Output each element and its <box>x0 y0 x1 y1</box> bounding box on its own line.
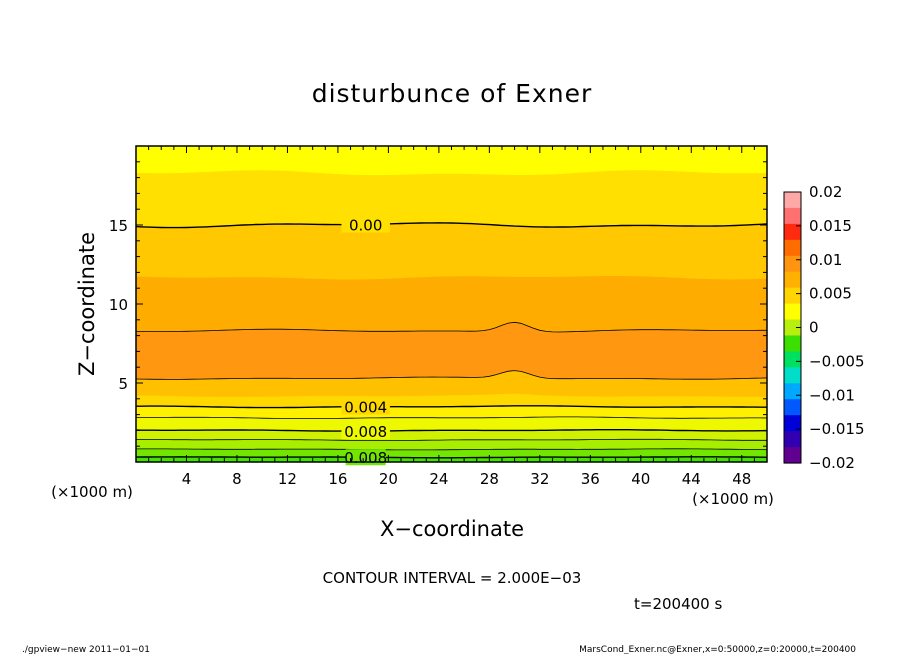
colorbar-swatch <box>784 367 801 384</box>
contour-band-4 <box>136 416 767 432</box>
contour-line-4 <box>136 416 767 419</box>
contour-line-0 <box>136 456 767 459</box>
x-tick-label: 32 <box>530 470 549 488</box>
contour-label: 0.004 <box>344 399 387 417</box>
colorbar-tick-label: 0.005 <box>809 285 852 303</box>
contour-lines <box>136 222 767 459</box>
x-unit-label: (×1000 m) <box>692 490 774 508</box>
y-axis: 5 10 15 <box>109 161 767 447</box>
x-tick-label: 44 <box>682 470 701 488</box>
colorbar-swatch <box>784 192 801 209</box>
colorbar-swatch <box>784 431 801 448</box>
contour-fill-bands <box>136 146 767 462</box>
colorbar: 0.02 0.015 0.01 0.005 0 −0.005 −0.01 −0.015 −0.0… <box>783 183 865 472</box>
contour-label-bg <box>341 423 390 440</box>
y-axis-label: Z−coordinate <box>75 232 99 376</box>
x-tick-label: 16 <box>328 470 347 488</box>
contour-band-11 <box>136 169 767 228</box>
y-tick-label: 15 <box>109 217 128 235</box>
colorbar-swatch <box>784 415 801 432</box>
colorbar-swatch <box>784 255 801 273</box>
colorbar-swatch <box>784 399 801 416</box>
x-tick-label: 48 <box>732 470 751 488</box>
colorbar-swatch <box>784 287 801 305</box>
x-tick-label: 28 <box>480 470 499 488</box>
contour-band-2 <box>136 439 767 451</box>
x-tick-label: 8 <box>232 470 242 488</box>
footer-left: ./gpview−new 2011−01−01 <box>22 645 150 654</box>
colorbar-swatch <box>784 303 801 321</box>
contour-label-bg <box>341 216 390 233</box>
colorbar-tick-label: −0.005 <box>809 352 865 370</box>
x-axis-label: X−coordinate <box>380 517 524 541</box>
chart-title: disturbunce of Exner <box>312 79 593 108</box>
time-label: t=200400 s <box>634 595 722 613</box>
colorbar-tick-label: 0.015 <box>809 217 852 235</box>
x-tick-label: 40 <box>631 470 650 488</box>
colorbar-swatch <box>784 207 801 225</box>
contour-band-3 <box>136 429 767 441</box>
colorbar-tick-label: 0.02 <box>809 183 842 201</box>
contour-interval-label: CONTOUR INTERVAL = 2.000E−03 <box>323 569 582 587</box>
colorbar-swatch <box>784 335 801 353</box>
contour-line-6 <box>136 370 767 380</box>
contour-band-9 <box>136 275 767 333</box>
colorbar-swatch <box>784 319 801 337</box>
colorbar-tick-label: −0.01 <box>809 386 855 404</box>
y-unit-label: (×1000 m) <box>51 483 133 501</box>
x-tick-label: 20 <box>379 470 398 488</box>
colorbar-tick-label: −0.02 <box>809 454 855 472</box>
contour-label-bg <box>341 398 390 415</box>
x-axis: 4 8 12 16 20 24 28 32 36 40 44 48 <box>148 146 755 488</box>
colorbar-swatch <box>784 239 801 257</box>
colorbar-swatch <box>784 223 801 241</box>
colorbar-swatch <box>784 351 801 368</box>
colorbar-swatch <box>784 271 801 289</box>
contour-line-2 <box>136 438 767 441</box>
x-tick-label: 12 <box>278 470 297 488</box>
contour-band-12 <box>136 146 767 176</box>
contour-line-8 <box>136 222 767 229</box>
y-tick-label: 10 <box>109 296 128 314</box>
contour-line-1 <box>136 448 767 451</box>
contour-line-3 <box>136 429 767 432</box>
contour-line-7 <box>136 321 767 333</box>
x-tick-label: 4 <box>182 470 192 488</box>
colorbar-swatch <box>784 447 801 464</box>
contour-line-5 <box>136 405 767 409</box>
contour-label: 0.00 <box>349 217 382 235</box>
y-tick-label: 5 <box>118 375 128 393</box>
colorbar-tick-label: 0 <box>809 319 819 337</box>
x-tick-label: 36 <box>581 470 600 488</box>
x-tick-label: 24 <box>429 470 448 488</box>
colorbar-tick-label: 0.01 <box>809 251 842 269</box>
colorbar-swatch <box>784 383 801 400</box>
footer-right: MarsCond_Exner.nc@Exner,x=0:50000,z=0:20… <box>579 645 856 654</box>
colorbar-tick-label: −0.015 <box>809 420 865 438</box>
contour-label: 0.008 <box>344 423 387 441</box>
contour-band-10 <box>136 222 767 280</box>
